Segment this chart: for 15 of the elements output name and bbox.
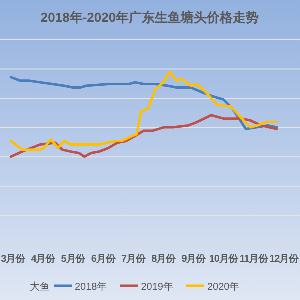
chart-title: 2018年-2020年广东生鱼塘头价格走势 [40, 10, 260, 25]
legend-label: 2020年 [208, 281, 240, 293]
legend-label: 2019年 [141, 281, 174, 293]
x-tick-label: 11月份 [240, 253, 270, 265]
x-tick-label: 7月份 [122, 253, 147, 265]
legend-label: 2018年 [75, 281, 108, 293]
x-tick-label: 4月份 [31, 253, 57, 265]
x-tick-label: 3月份 [1, 253, 26, 265]
x-tick-label: 9月份 [182, 253, 208, 265]
x-tick-label: 12月份 [270, 253, 300, 265]
x-tick-label: 5月份 [61, 253, 87, 265]
legend-title: 大鱼 [30, 281, 50, 293]
x-tick-label: 10月份 [209, 253, 240, 265]
x-tick-label: 8月份 [152, 253, 178, 265]
x-tick-label: 6月份 [91, 253, 117, 265]
